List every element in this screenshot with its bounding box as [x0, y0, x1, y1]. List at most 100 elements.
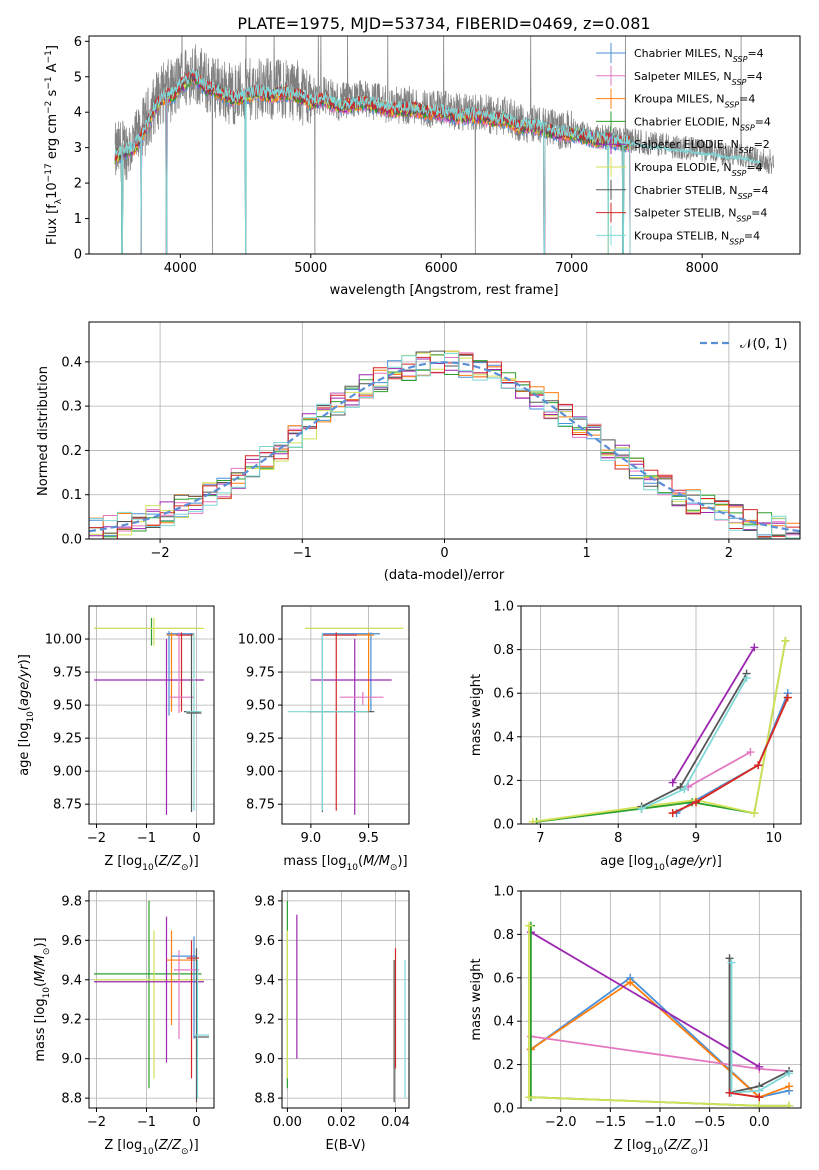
legend-label: Salpeter STELIB, NSSP=4	[634, 207, 767, 224]
mass-weight-marker	[524, 1093, 533, 1102]
y-tick-label: 9.4	[61, 973, 82, 988]
y-tick-label: 0.3	[61, 400, 82, 415]
mass-vs-metallicity-panel: −2 −1 0 8.8 9.0 9.2 9.4 9.6 9.8 Z [log10(Z/Z⊙)] ma…	[33, 890, 215, 1157]
y-tick-label: 9.00	[246, 765, 275, 780]
model-spectrum-line	[114, 68, 631, 254]
x-tick-label: 2	[725, 546, 733, 561]
x-tick-label: −2.0	[545, 1115, 577, 1130]
mass-weight-marker	[626, 978, 635, 987]
mass-weight-marker	[725, 1088, 734, 1097]
y-tick-label: 10.00	[238, 633, 275, 648]
x-tick-label: 9.5	[358, 831, 379, 846]
mass-weight-marker	[755, 1093, 764, 1102]
axes-frame	[88, 890, 215, 1109]
legend-label: Chabrier STELIB, NSSP=4	[634, 184, 768, 201]
mass-weight-line	[530, 931, 760, 1068]
x-axis-label: Z [log10(Z/Z⊙)]	[104, 1138, 198, 1157]
x-tick-label: −2	[151, 546, 170, 561]
age-vs-mass-panel: 9.0 9.5 8.75 9.00 9.25 9.50 9.75 10.00 mass [log…	[238, 605, 410, 873]
x-tick-label: 9	[692, 831, 700, 846]
y-tick-label: 10.00	[45, 633, 82, 648]
plot-area	[94, 617, 204, 815]
mass-weight-line	[530, 980, 790, 1099]
y-tick-label: 9.75	[53, 666, 82, 681]
plot-area	[528, 636, 792, 824]
y-tick-label: 9.25	[246, 732, 275, 747]
y-tick-label: 0.0	[61, 533, 82, 548]
y-axis-label: mass [log10(M/M⊙)]	[33, 937, 52, 1061]
axes-frame	[88, 605, 215, 825]
y-tick-label: 2	[74, 177, 82, 192]
legend-label: Kroupa ELODIE, NSSP=4	[634, 161, 763, 178]
y-tick-label: 9.4	[254, 973, 275, 988]
y-tick-label: 0.2	[61, 444, 82, 459]
mass-weight-marker	[668, 809, 677, 818]
x-tick-label: 10	[766, 831, 783, 846]
x-tick-label: −2	[87, 1115, 106, 1130]
x-axis-label: Z [log10(Z/Z⊙)]	[614, 1138, 708, 1157]
y-tick-label: 9.50	[246, 699, 275, 714]
y-tick-label: 9.00	[53, 765, 82, 780]
y-tick-label: 1.0	[493, 600, 514, 615]
mass-weight-marker	[742, 673, 751, 682]
plot-area	[287, 627, 404, 815]
y-axis-label: mass weight	[469, 958, 484, 1040]
y-tick-label: 0.4	[61, 355, 82, 370]
y-tick-label: 9.2	[61, 1013, 82, 1028]
y-tick-label: 0.0	[493, 1102, 514, 1117]
mass-weight-line	[730, 962, 790, 1094]
y-tick-label: 5	[74, 70, 82, 85]
axes-frame	[88, 35, 801, 255]
y-tick-label: 0.1	[61, 488, 82, 503]
y-tick-label: 0.2	[493, 1058, 514, 1073]
x-tick-label: 0	[192, 1115, 200, 1130]
y-tick-label: 9.8	[254, 894, 275, 909]
y-tick-label: 9.2	[254, 1013, 275, 1028]
x-tick-label: −1	[137, 1115, 156, 1130]
mass-vs-extinction-panel: 0.00 0.02 0.04 8.8 9.0 9.2 9.4 9.6 9.8 E(B-V)	[254, 890, 410, 1153]
mass-weight-marker	[754, 761, 763, 770]
plot-area	[524, 921, 794, 1108]
x-tick-label: 0.00	[273, 1115, 302, 1130]
mass-weight-marker	[680, 785, 689, 794]
mass-weight-marker	[637, 804, 646, 813]
mass-weight-marker	[781, 636, 790, 645]
legend-label: Kroupa MILES, NSSP=4	[634, 93, 755, 110]
y-axis-label: Normed distribution	[36, 366, 51, 496]
y-tick-label: 1	[74, 212, 82, 227]
y-tick-label: 0	[74, 248, 82, 263]
mass-weight-line	[728, 958, 790, 1094]
mass-weight-marker	[746, 748, 755, 757]
mass-weight-marker	[785, 1101, 794, 1108]
mass-weight-marker	[755, 1062, 764, 1071]
x-axis-label: age [log10(age/yr)]	[600, 854, 722, 873]
x-tick-label: −1	[293, 546, 312, 561]
axes-frame	[520, 605, 802, 825]
x-tick-label: 7000	[555, 261, 588, 276]
x-tick-label: 4000	[164, 261, 197, 276]
mass-weight-marker	[692, 798, 700, 807]
age-vs-metallicity-panel: −2 −1 0 8.75 9.00 9.25 9.50 9.75 10.00 Z [log10(Z…	[17, 605, 215, 873]
y-tick-label: 9.25	[53, 732, 82, 747]
y-tick-label: 9.6	[254, 934, 275, 949]
x-tick-label: 0.04	[381, 1115, 410, 1130]
legend: Chabrier MILES, NSSP=4 Salpeter MILES, NS…	[596, 43, 771, 246]
mass-weight-marker	[785, 1082, 794, 1091]
mass-weight-marker	[725, 954, 734, 963]
x-axis-label: Z [log10(Z/Z⊙)]	[104, 854, 198, 873]
residual-histogram-step	[89, 352, 800, 539]
mass-weight-line	[528, 925, 790, 1107]
y-tick-label: 9.0	[254, 1052, 275, 1067]
y-tick-label: 9.6	[61, 934, 82, 949]
plot-area	[94, 900, 209, 1103]
y-axis-label: mass weight	[469, 674, 484, 756]
y-tick-label: 6	[74, 35, 82, 50]
x-tick-label: 7	[536, 831, 544, 846]
y-tick-label: 1.0	[493, 885, 514, 900]
y-tick-label: 0.0	[493, 818, 514, 833]
y-tick-label: 3	[74, 141, 82, 156]
legend-label: Chabrier ELODIE, NSSP=4	[634, 115, 771, 131]
spectrum-panel: 4000 5000 6000 7000 8000 0 1 2 3 4 5 6 wavelength [A…	[44, 35, 801, 298]
y-tick-label: 8.8	[254, 1092, 275, 1107]
